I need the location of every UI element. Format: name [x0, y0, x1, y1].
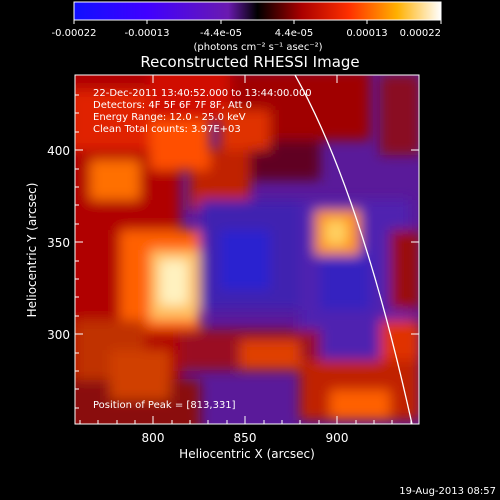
y-tick-label: 350	[47, 236, 70, 250]
plot-frame	[74, 74, 420, 425]
colorbar-tick-label: 0.00013	[346, 28, 387, 39]
colorbar-units-label: (photons cm⁻² s⁻¹ asec⁻²)	[193, 42, 322, 53]
colorbar-tick-label: -0.00022	[52, 28, 97, 39]
y-axis-ticks	[75, 94, 419, 409]
y-tick-label: 300	[47, 328, 70, 342]
info-line-energy: Energy Range: 12.0 - 25.0 keV	[93, 112, 246, 123]
x-axis-label: Heliocentric X (arcsec)	[179, 447, 315, 461]
solar-limb-line	[294, 75, 413, 424]
x-axis-ticks	[79, 75, 412, 424]
info-line-time: 22-Dec-2011 13:40:52.000 to 13:44:00.000	[93, 88, 312, 99]
colorbar-tick-label: -4.4e-05	[200, 28, 242, 39]
info-annotations: 22-Dec-2011 13:40:52.000 to 13:44:00.000…	[93, 88, 312, 135]
colorbar-frame	[73, 1, 442, 21]
colorbar-tick-label: -0.00013	[125, 28, 170, 39]
x-tick-label: 800	[142, 431, 165, 445]
colorbar-tick-label: 0.00022	[400, 28, 441, 39]
y-axis-label: Heliocentric Y (arcsec)	[25, 183, 39, 318]
info-line-clean: Clean Total counts: 3.97E+03	[93, 124, 241, 135]
footer-timestamp: 19-Aug-2013 08:57	[399, 486, 496, 497]
plot-title: Reconstructed RHESSI Image	[140, 53, 359, 71]
y-tick-label: 400	[47, 144, 70, 158]
colorbar-ticks	[73, 20, 442, 24]
colorbar	[74, 2, 441, 20]
info-line-detectors: Detectors: 4F 5F 6F 7F 8F, Att 0	[93, 100, 252, 111]
x-tick-label: 900	[326, 431, 349, 445]
colorbar-tick-label: 4.4e-05	[275, 28, 313, 39]
peak-position-label: Position of Peak = [813,331]	[93, 400, 236, 411]
x-tick-label: 850	[234, 431, 257, 445]
image-map	[75, 75, 419, 424]
